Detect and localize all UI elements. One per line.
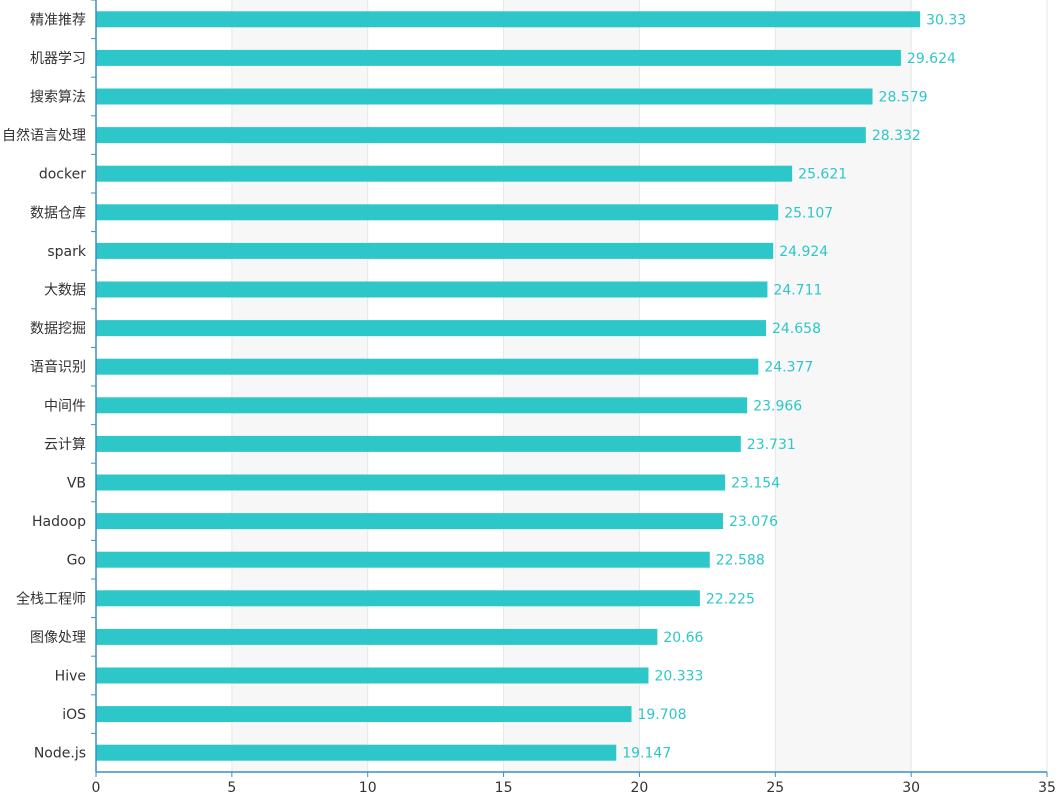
category-label: 大数据 xyxy=(44,283,86,299)
category-label: Hadoop xyxy=(32,514,86,530)
data-label: 23.154 xyxy=(731,476,780,492)
category-label: 全栈工程师 xyxy=(16,590,86,607)
x-tick-label: 20 xyxy=(631,780,649,796)
bar[interactable] xyxy=(96,397,748,414)
data-label: 23.966 xyxy=(753,398,802,414)
data-label: 22.225 xyxy=(706,591,755,607)
data-label: 29.624 xyxy=(907,51,956,67)
data-label: 19.147 xyxy=(622,746,671,762)
category-label: 语音识别 xyxy=(30,359,86,376)
bar[interactable] xyxy=(96,358,759,375)
data-label: 30.33 xyxy=(926,12,966,28)
bar[interactable] xyxy=(96,320,766,337)
category-label: 机器学习 xyxy=(30,51,86,67)
bar[interactable] xyxy=(96,551,710,568)
data-label: 25.621 xyxy=(798,167,847,183)
data-label: 22.588 xyxy=(716,553,765,569)
bar[interactable] xyxy=(96,513,724,530)
category-label: 数据挖掘 xyxy=(30,321,86,337)
data-label: 20.66 xyxy=(663,630,703,646)
bar[interactable] xyxy=(96,628,658,645)
data-label: 25.107 xyxy=(784,205,833,221)
category-label: 数据仓库 xyxy=(30,205,86,221)
bar[interactable] xyxy=(96,281,768,298)
bar[interactable] xyxy=(96,590,700,607)
category-label: Hive xyxy=(55,669,86,685)
category-label: 中间件 xyxy=(44,398,86,414)
bar[interactable] xyxy=(96,165,793,182)
bar[interactable] xyxy=(96,706,632,723)
category-label: Go xyxy=(67,553,86,569)
bar[interactable] xyxy=(96,127,866,144)
data-label: 24.924 xyxy=(779,244,828,260)
category-label: iOS xyxy=(62,707,86,723)
data-label: 20.333 xyxy=(654,669,703,685)
category-label: docker xyxy=(39,167,86,183)
category-label: VB xyxy=(67,476,86,492)
data-label: 23.076 xyxy=(729,514,778,530)
x-tick-label: 35 xyxy=(1038,780,1056,796)
split-area-band xyxy=(503,0,640,772)
category-label: 自然语言处理 xyxy=(2,127,86,144)
category-label: 搜索算法 xyxy=(30,89,86,106)
bar[interactable] xyxy=(96,49,901,66)
split-area-band xyxy=(231,0,368,772)
category-label: 云计算 xyxy=(44,437,86,453)
category-label: 精准推荐 xyxy=(30,12,86,28)
bar[interactable] xyxy=(96,667,649,684)
category-label: spark xyxy=(47,244,87,260)
x-tick-label: 25 xyxy=(766,780,784,796)
data-label: 28.579 xyxy=(879,90,928,106)
bar[interactable] xyxy=(96,474,726,491)
x-tick-label: 15 xyxy=(495,780,513,796)
data-label: 19.708 xyxy=(637,707,686,723)
bar[interactable] xyxy=(96,204,779,221)
bar[interactable] xyxy=(96,744,617,761)
x-tick-label: 10 xyxy=(359,780,377,796)
x-tick-label: 0 xyxy=(92,780,101,796)
data-label: 24.711 xyxy=(773,283,822,299)
bar[interactable] xyxy=(96,88,873,105)
bar[interactable] xyxy=(96,11,921,28)
data-label: 24.377 xyxy=(764,360,813,376)
data-label: 28.332 xyxy=(872,128,921,144)
data-label: 23.731 xyxy=(747,437,796,453)
category-label: 图像处理 xyxy=(30,630,86,646)
bar[interactable] xyxy=(96,435,741,452)
category-label: Node.js xyxy=(34,746,86,762)
x-tick-label: 30 xyxy=(902,780,920,796)
x-tick-label: 5 xyxy=(227,780,236,796)
data-label: 24.658 xyxy=(772,321,821,337)
bar[interactable] xyxy=(96,242,774,259)
split-area-band xyxy=(775,0,912,772)
